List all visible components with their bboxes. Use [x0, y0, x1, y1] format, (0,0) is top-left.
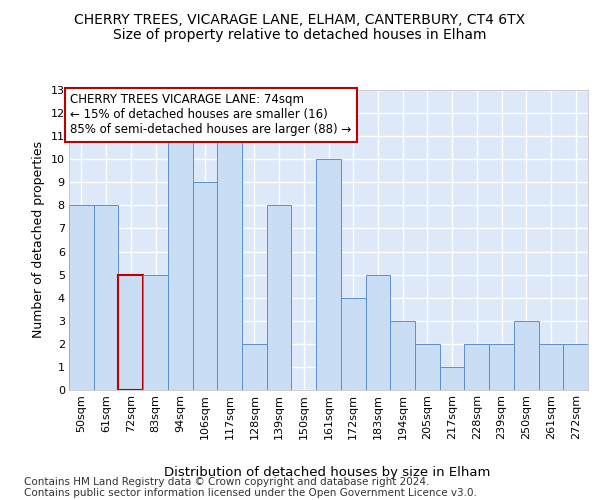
Text: CHERRY TREES, VICARAGE LANE, ELHAM, CANTERBURY, CT4 6TX: CHERRY TREES, VICARAGE LANE, ELHAM, CANT… [74, 12, 526, 26]
Bar [563, 344, 588, 390]
Text: Contains public sector information licensed under the Open Government Licence v3: Contains public sector information licen… [24, 488, 477, 498]
Bar [415, 344, 440, 390]
Bar [440, 367, 464, 390]
Bar [514, 321, 539, 390]
Bar [242, 344, 267, 390]
Text: Contains HM Land Registry data © Crown copyright and database right 2024.: Contains HM Land Registry data © Crown c… [24, 477, 430, 487]
Bar [341, 298, 365, 390]
Bar [464, 344, 489, 390]
Bar [365, 274, 390, 390]
Bar [217, 136, 242, 390]
Bar [539, 344, 563, 390]
Bar [69, 206, 94, 390]
Bar [316, 159, 341, 390]
Bar [143, 274, 168, 390]
Text: Distribution of detached houses by size in Elham: Distribution of detached houses by size … [164, 466, 490, 479]
Bar [118, 274, 143, 390]
Bar [489, 344, 514, 390]
Bar [168, 136, 193, 390]
Bar [390, 321, 415, 390]
Bar [267, 206, 292, 390]
Bar [94, 206, 118, 390]
Bar [193, 182, 217, 390]
Y-axis label: Number of detached properties: Number of detached properties [32, 142, 45, 338]
Text: Size of property relative to detached houses in Elham: Size of property relative to detached ho… [113, 28, 487, 42]
Text: CHERRY TREES VICARAGE LANE: 74sqm
← 15% of detached houses are smaller (16)
85% : CHERRY TREES VICARAGE LANE: 74sqm ← 15% … [70, 94, 352, 136]
